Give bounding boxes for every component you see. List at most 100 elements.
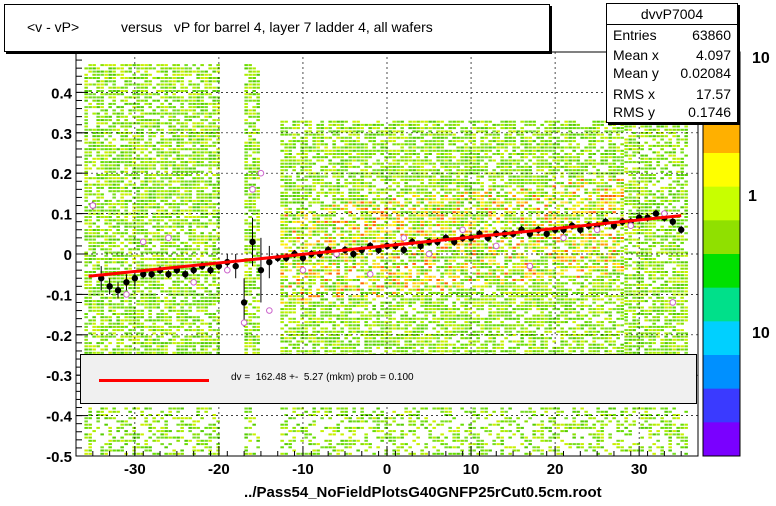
heat-cell [396, 175, 400, 178]
heat-cell [292, 169, 296, 172]
heat-cell [392, 324, 396, 327]
heat-cell [152, 264, 156, 267]
heat-cell [156, 148, 160, 151]
heat-cell [352, 311, 356, 314]
heat-cell [332, 123, 336, 126]
heat-cell [184, 283, 188, 286]
heat-cell [396, 269, 400, 272]
heat-cell [120, 125, 124, 128]
heat-cell [380, 188, 384, 191]
heat-cell [200, 296, 204, 299]
heat-cell [332, 204, 336, 207]
heat-cell [292, 133, 296, 136]
heat-cell [204, 351, 208, 354]
heat-cell [184, 164, 188, 167]
heat-cell [316, 159, 320, 162]
heat-cell [216, 293, 220, 296]
heat-cell [144, 338, 148, 341]
heat-cell [164, 109, 168, 112]
heat-cell [364, 314, 368, 317]
heat-cell [284, 314, 288, 317]
heat-cell [296, 327, 300, 330]
heat-cell [88, 209, 92, 212]
heat-cell [152, 190, 156, 193]
heat-cell [384, 233, 388, 236]
heat-cell [348, 175, 352, 178]
heat-cell [168, 414, 172, 416]
heat-cell [312, 275, 316, 278]
heat-cell [348, 243, 352, 246]
heat-cell [120, 287, 124, 290]
heat-cell [152, 177, 156, 180]
heat-cell [128, 109, 132, 112]
heat-cell [164, 241, 168, 244]
heat-cell [144, 245, 148, 248]
heat-cell [340, 414, 344, 416]
heat-cell [160, 154, 164, 157]
heat-cell [184, 303, 188, 306]
heat-cell [292, 156, 296, 159]
heat-cell [128, 180, 132, 183]
heat-cell [172, 251, 176, 254]
heat-cell [148, 112, 152, 115]
heat-cell [156, 329, 160, 332]
heat-cell [168, 443, 172, 446]
heat-cell [84, 232, 88, 235]
heat-cell [84, 338, 88, 341]
heat-cell [384, 330, 388, 333]
heat-cell [120, 446, 124, 449]
heat-cell [88, 433, 92, 436]
heat-cell [132, 109, 136, 112]
heat-cell [168, 161, 172, 164]
heat-cell [192, 170, 196, 173]
heat-cell [216, 351, 220, 354]
heat-cell [252, 77, 256, 79]
heat-cell [104, 203, 108, 206]
heat-cell [308, 334, 312, 336]
heat-cell [160, 219, 164, 222]
heat-cell [88, 183, 92, 186]
heat-cell [204, 186, 208, 189]
heat-cell [168, 148, 172, 151]
heat-cell [84, 141, 88, 144]
heat-cell [404, 350, 408, 353]
heat-cell [320, 169, 324, 172]
heat-cell [416, 311, 420, 314]
heat-cell [148, 446, 152, 449]
heat-cell [312, 311, 316, 314]
heat-cell [112, 313, 116, 315]
heat-cell [368, 237, 372, 239]
heat-cell [292, 120, 296, 123]
heat-cell [248, 319, 252, 322]
heat-cell [404, 230, 408, 233]
heat-cell [120, 86, 124, 89]
heat-cell [296, 330, 300, 333]
heat-cell [300, 178, 304, 181]
heat-cell [144, 258, 148, 260]
heat-cell [284, 191, 288, 194]
heat-cell [292, 417, 296, 420]
heat-cell [404, 169, 408, 172]
heat-cell [152, 125, 156, 128]
heat-cell [176, 109, 180, 112]
heat-cell [172, 241, 176, 244]
heat-cell [308, 288, 312, 291]
heat-cell [112, 83, 116, 86]
heat-cell [364, 301, 368, 304]
heat-cell [132, 203, 136, 206]
heat-cell [248, 345, 252, 348]
heat-cell [128, 193, 132, 196]
heat-cell [196, 186, 200, 189]
heat-cell [408, 237, 412, 239]
heat-cell [212, 183, 216, 186]
heat-cell [256, 222, 260, 225]
heat-cell [136, 90, 140, 92]
heat-cell [296, 423, 300, 426]
heat-cell [368, 346, 372, 349]
heat-cell [136, 203, 140, 206]
heat-cell [200, 109, 204, 112]
heat-cell [120, 157, 124, 160]
heat-cell [88, 193, 92, 196]
heat-cell [308, 130, 312, 133]
heat-cell [188, 167, 192, 170]
